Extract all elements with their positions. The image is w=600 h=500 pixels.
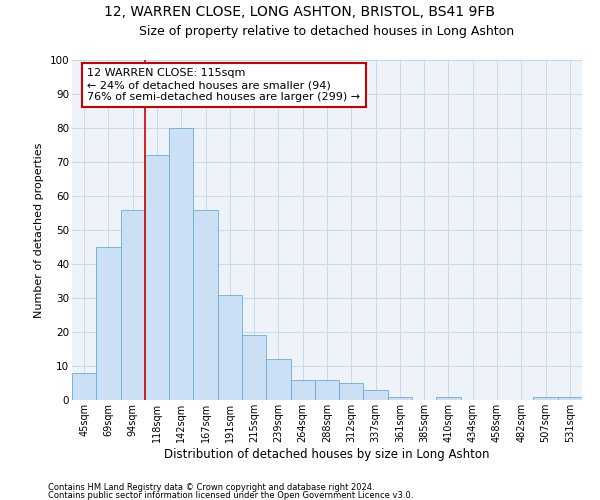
Bar <box>436 396 461 400</box>
Text: 12 WARREN CLOSE: 115sqm
← 24% of detached houses are smaller (94)
76% of semi-de: 12 WARREN CLOSE: 115sqm ← 24% of detache… <box>88 68 361 102</box>
Bar <box>315 380 339 400</box>
Text: Contains HM Land Registry data © Crown copyright and database right 2024.: Contains HM Land Registry data © Crown c… <box>48 484 374 492</box>
Title: Size of property relative to detached houses in Long Ashton: Size of property relative to detached ho… <box>139 25 515 38</box>
Bar <box>364 390 388 400</box>
Bar <box>533 396 558 400</box>
X-axis label: Distribution of detached houses by size in Long Ashton: Distribution of detached houses by size … <box>164 448 490 460</box>
Bar <box>266 359 290 400</box>
Bar <box>72 373 96 400</box>
Bar <box>388 396 412 400</box>
Bar <box>290 380 315 400</box>
Bar <box>339 383 364 400</box>
Bar <box>218 294 242 400</box>
Bar <box>145 155 169 400</box>
Bar <box>193 210 218 400</box>
Bar <box>96 247 121 400</box>
Bar <box>121 210 145 400</box>
Text: Contains public sector information licensed under the Open Government Licence v3: Contains public sector information licen… <box>48 490 413 500</box>
Bar <box>242 336 266 400</box>
Bar <box>169 128 193 400</box>
Text: 12, WARREN CLOSE, LONG ASHTON, BRISTOL, BS41 9FB: 12, WARREN CLOSE, LONG ASHTON, BRISTOL, … <box>104 5 496 19</box>
Bar <box>558 396 582 400</box>
Y-axis label: Number of detached properties: Number of detached properties <box>34 142 44 318</box>
